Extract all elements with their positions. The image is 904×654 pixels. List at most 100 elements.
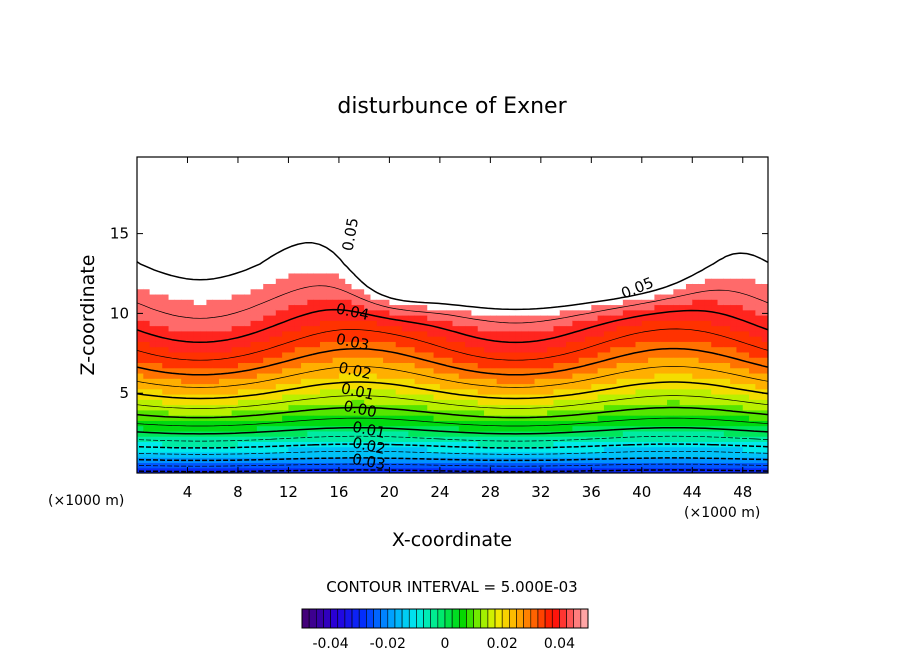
heatmap-cell xyxy=(553,372,561,379)
heatmap-cell xyxy=(155,330,163,337)
heatmap-cell xyxy=(263,372,271,379)
heatmap-cell xyxy=(471,378,479,385)
heatmap-cell xyxy=(225,199,233,205)
heatmap-cell xyxy=(357,346,365,353)
heatmap-cell xyxy=(212,283,220,290)
heatmap-cell xyxy=(528,246,536,253)
heatmap-cell xyxy=(389,362,397,369)
heatmap-cell xyxy=(521,388,529,395)
heatmap-cell xyxy=(509,299,517,306)
heatmap-cell xyxy=(383,383,390,390)
heatmap-cell xyxy=(168,162,176,169)
heatmap-cell xyxy=(181,199,189,205)
heatmap-cell xyxy=(332,383,340,390)
heatmap-cell xyxy=(597,251,605,258)
heatmap-cell xyxy=(332,462,340,469)
heatmap-cell xyxy=(452,230,460,237)
heatmap-cell xyxy=(219,214,226,221)
heatmap-cell xyxy=(282,388,290,395)
heatmap-cell xyxy=(282,320,290,327)
heatmap-cell xyxy=(263,162,271,169)
heatmap-cell xyxy=(370,172,378,179)
heatmap-cell xyxy=(458,309,466,316)
heatmap-cell xyxy=(496,446,504,453)
heatmap-cell xyxy=(162,367,170,374)
heatmap-cell xyxy=(181,241,189,248)
heatmap-cell xyxy=(597,241,605,248)
heatmap-cell xyxy=(585,425,592,432)
heatmap-cell xyxy=(578,162,586,169)
heatmap-cell xyxy=(187,383,195,390)
heatmap-cell xyxy=(597,272,605,279)
heatmap-cell xyxy=(338,394,346,400)
heatmap-cell xyxy=(553,357,561,363)
heatmap-cell xyxy=(515,425,523,432)
heatmap-cell xyxy=(294,378,302,385)
heatmap-cell xyxy=(553,178,561,184)
heatmap-cell xyxy=(181,236,189,242)
heatmap-cell xyxy=(648,157,656,163)
heatmap-cell xyxy=(288,209,296,216)
heatmap-cell xyxy=(351,172,359,179)
heatmap-cell xyxy=(155,193,163,200)
heatmap-cell xyxy=(439,346,447,353)
heatmap-cell xyxy=(370,451,378,458)
heatmap-cell xyxy=(477,188,485,195)
heatmap-cell xyxy=(326,378,334,385)
heatmap-cell xyxy=(452,388,460,395)
heatmap-cell xyxy=(313,309,321,316)
heatmap-cell xyxy=(155,378,163,385)
heatmap-cell xyxy=(332,167,340,174)
heatmap-cell xyxy=(439,341,447,348)
heatmap-cell xyxy=(376,293,384,300)
heatmap-cell xyxy=(269,236,277,242)
heatmap-cell xyxy=(149,441,157,448)
heatmap-cell xyxy=(149,304,157,311)
heatmap-cell xyxy=(585,378,592,385)
heatmap-cell xyxy=(420,214,428,221)
heatmap-cell xyxy=(427,415,435,421)
heatmap-cell xyxy=(616,214,624,221)
heatmap-cell xyxy=(212,220,220,227)
heatmap-cell xyxy=(465,415,473,421)
heatmap-cell xyxy=(496,378,504,385)
heatmap-cell xyxy=(282,325,290,332)
heatmap-cell xyxy=(143,399,151,406)
heatmap-cell xyxy=(319,225,327,232)
heatmap-cell xyxy=(250,230,258,237)
heatmap-cell xyxy=(231,383,239,390)
heatmap-cell xyxy=(597,367,605,374)
heatmap-cell xyxy=(540,357,548,363)
heatmap-cell xyxy=(420,320,428,327)
heatmap-cell xyxy=(610,236,618,242)
heatmap-cell xyxy=(357,193,365,200)
heatmap-cell xyxy=(591,315,599,321)
heatmap-cell xyxy=(603,304,611,311)
heatmap-cell xyxy=(521,225,529,232)
heatmap-cell xyxy=(332,457,340,464)
heatmap-cell xyxy=(603,399,611,406)
heatmap-cell xyxy=(477,172,485,179)
heatmap-cell xyxy=(540,367,548,374)
heatmap-cell xyxy=(591,236,599,242)
heatmap-cell xyxy=(137,288,144,295)
heatmap-cell xyxy=(250,262,258,269)
heatmap-cell xyxy=(143,367,151,374)
heatmap-cell xyxy=(559,236,567,242)
heatmap-cell xyxy=(301,315,308,321)
heatmap-cell xyxy=(502,341,510,348)
heatmap-cell xyxy=(572,409,580,416)
heatmap-cell xyxy=(572,399,580,406)
heatmap-cell xyxy=(610,399,618,406)
heatmap-cell xyxy=(244,378,252,385)
heatmap-cell xyxy=(364,288,372,295)
heatmap-cell xyxy=(496,157,504,163)
heatmap-cell xyxy=(439,236,447,242)
heatmap-cell xyxy=(490,441,498,448)
heatmap-cell xyxy=(578,383,586,390)
heatmap-cell xyxy=(414,193,422,200)
heatmap-cell xyxy=(433,225,441,232)
heatmap-cell xyxy=(294,236,302,242)
heatmap-cell xyxy=(319,251,327,258)
heatmap-cell xyxy=(143,436,151,442)
